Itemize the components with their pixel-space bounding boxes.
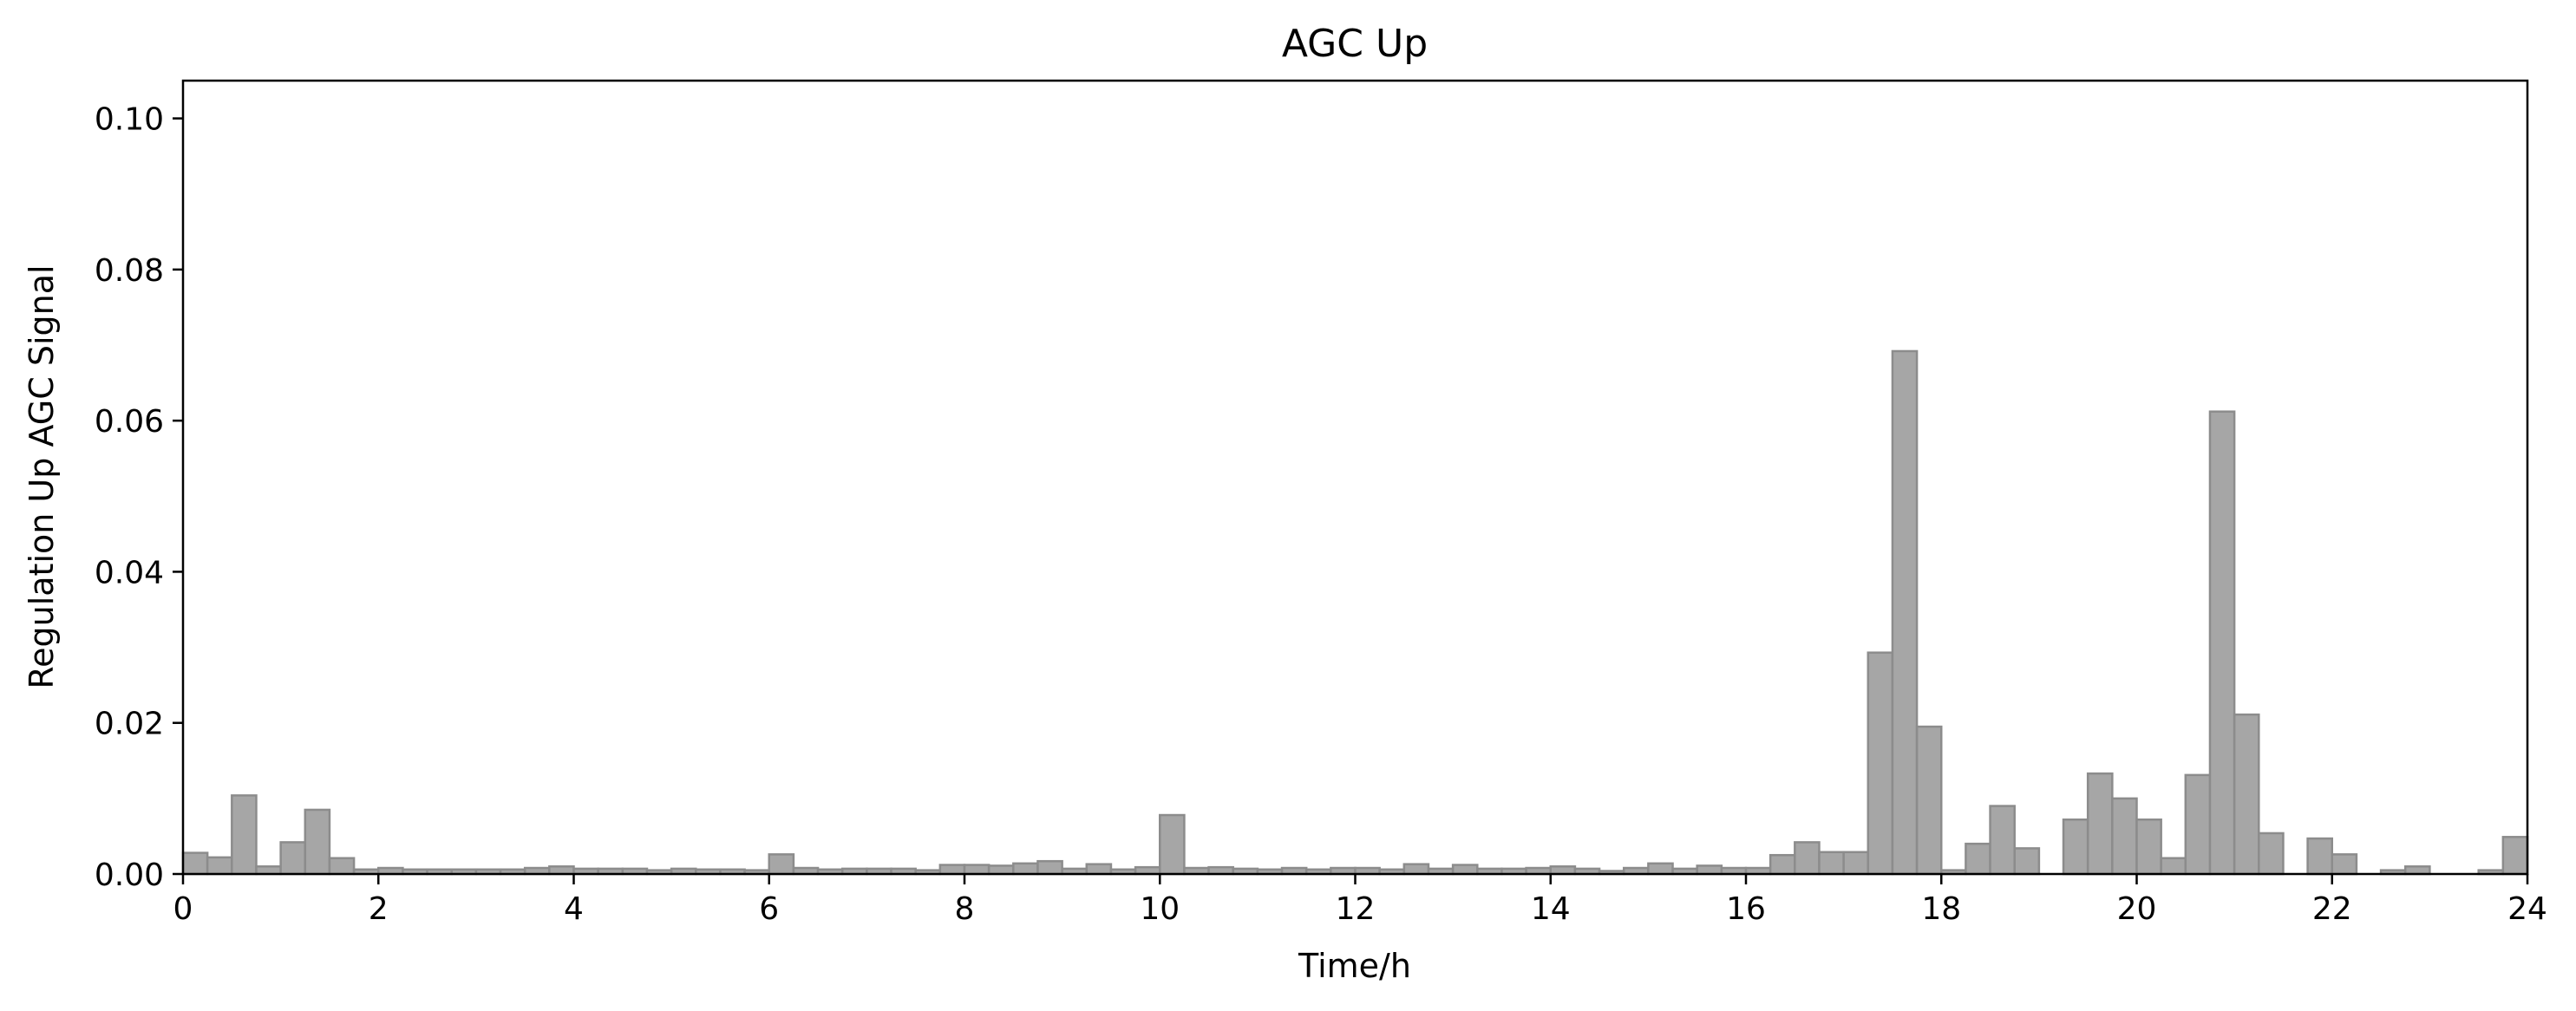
x-tick-label: 12 xyxy=(1336,891,1376,927)
x-axis-label: Time/h xyxy=(1298,947,1411,985)
plot-frame xyxy=(181,79,2529,876)
y-tick-label: 0.06 xyxy=(95,404,164,440)
x-tick-label: 24 xyxy=(2507,891,2547,927)
histogram-bars xyxy=(181,349,2529,876)
x-tick-label: 22 xyxy=(2312,891,2352,927)
histogram-bar xyxy=(963,864,991,876)
histogram-bar xyxy=(2208,410,2236,876)
x-tick-label: 8 xyxy=(955,891,975,927)
histogram-bar xyxy=(1794,841,1821,876)
x-tick-label: 6 xyxy=(759,891,779,927)
x-tick-label: 14 xyxy=(1531,891,1571,927)
histogram-bar xyxy=(1818,851,1845,876)
histogram-bar xyxy=(1549,865,1577,876)
histogram-bar xyxy=(2403,865,2431,876)
y-axis-label: Regulation Up AGC Signal xyxy=(23,264,61,688)
histogram-bar xyxy=(1891,349,1919,876)
histogram-bar xyxy=(987,864,1015,876)
y-tick-label: 0.04 xyxy=(95,555,164,590)
y-tick-label: 0.08 xyxy=(95,253,164,289)
x-axis-ticks: 0 2 4 6 8 10 12 14 16 18 20 22 24 xyxy=(173,874,2547,927)
histogram-bar xyxy=(2160,857,2187,876)
histogram-bar xyxy=(938,864,966,876)
histogram-bar xyxy=(181,851,209,876)
y-tick-label: 0.10 xyxy=(95,102,164,138)
chart-title: AGC Up xyxy=(1282,22,1428,66)
histogram-bar xyxy=(1989,805,2016,876)
histogram-bar xyxy=(255,865,282,876)
x-tick-label: 20 xyxy=(2117,891,2157,927)
histogram-bar xyxy=(1159,813,1186,876)
x-tick-label: 16 xyxy=(1726,891,1766,927)
histogram-bar xyxy=(1965,842,1991,876)
histogram-bar xyxy=(1915,725,1943,876)
x-tick-label: 0 xyxy=(173,891,193,927)
histogram-bar xyxy=(2331,853,2358,876)
x-tick-label: 2 xyxy=(369,891,389,927)
y-tick-label: 0.02 xyxy=(95,707,164,742)
y-axis-ticks: 0.00 0.02 0.04 0.06 0.08 0.10 xyxy=(95,102,183,893)
x-tick-label: 18 xyxy=(1921,891,1961,927)
histogram-bar xyxy=(1696,864,1723,876)
y-tick-label: 0.00 xyxy=(95,858,164,893)
histogram-bar xyxy=(2258,832,2285,876)
histogram-bar xyxy=(2111,797,2138,876)
histogram-bar xyxy=(2306,837,2333,876)
x-tick-label: 10 xyxy=(1140,891,1180,927)
histogram-bar xyxy=(1012,862,1039,876)
histogram-bar xyxy=(2062,819,2089,876)
histogram-bar xyxy=(2135,819,2162,876)
histogram-bar xyxy=(2013,847,2041,876)
histogram-bar xyxy=(1842,851,1870,876)
x-tick-label: 4 xyxy=(564,891,584,927)
histogram-bar xyxy=(231,794,258,876)
histogram-bar xyxy=(1036,859,1063,876)
histogram-bar xyxy=(1867,651,1894,876)
histogram-bar xyxy=(2501,836,2529,876)
histogram-bar xyxy=(279,841,307,876)
histogram-bar xyxy=(768,853,795,876)
histogram-bar xyxy=(1451,864,1479,876)
histogram-bar xyxy=(548,865,575,876)
histogram-bar xyxy=(206,856,233,876)
histogram-bar xyxy=(1769,853,1796,876)
histogram-bar xyxy=(1402,863,1430,876)
histogram-bar xyxy=(2086,772,2114,876)
histogram-bar xyxy=(1647,862,1674,876)
histogram-bar xyxy=(1085,863,1113,876)
histogram-bar xyxy=(2184,773,2212,876)
histogram-bar xyxy=(304,808,331,876)
histogram-bar xyxy=(2233,713,2260,876)
histogram-bar xyxy=(328,857,356,876)
